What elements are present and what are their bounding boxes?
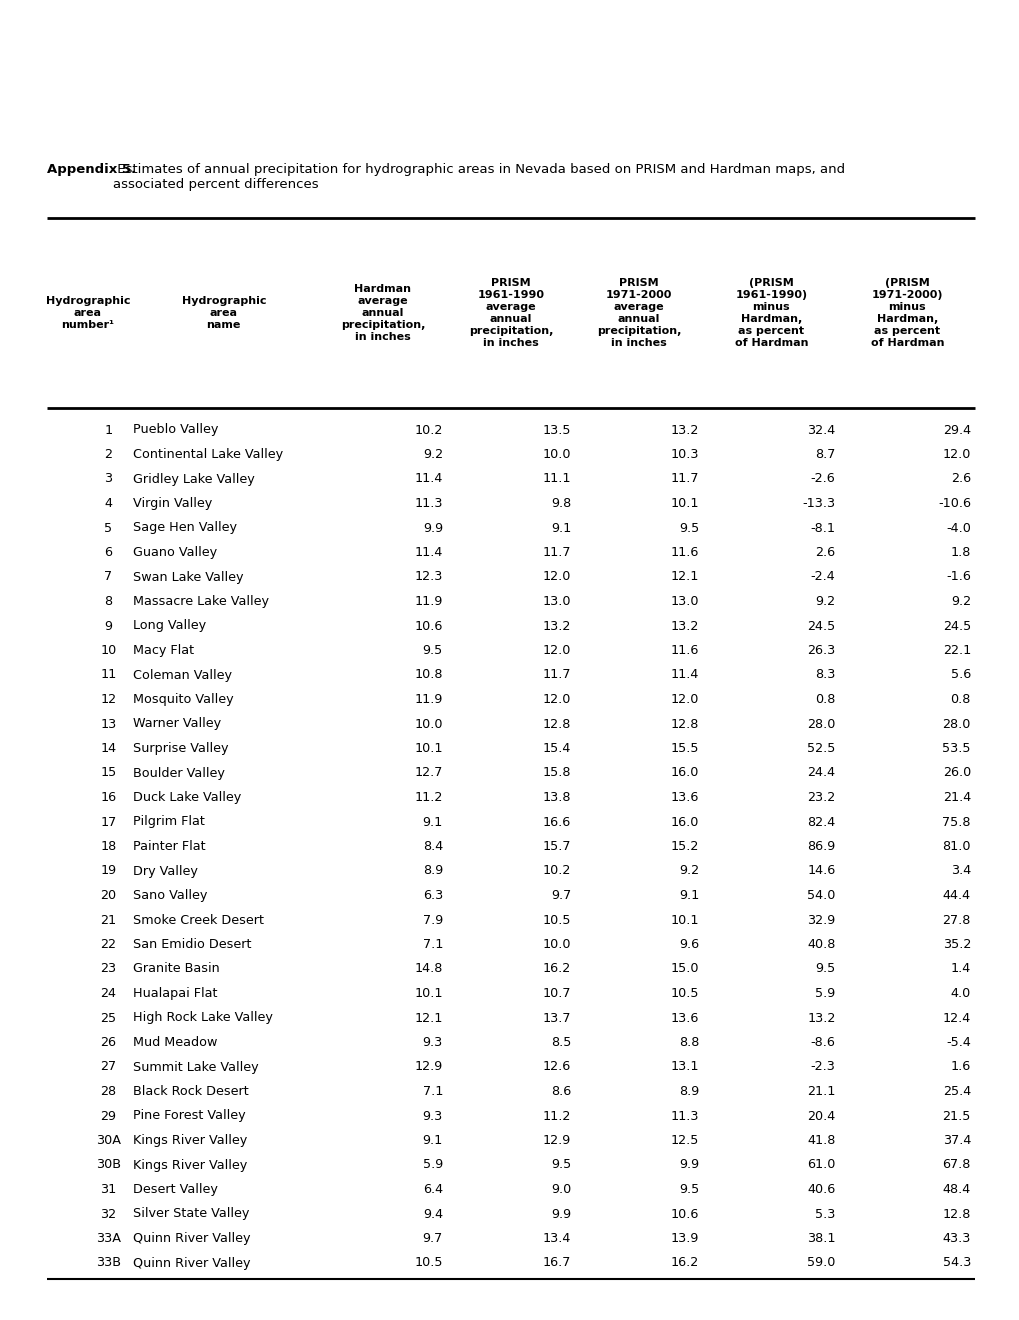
Text: 13.7: 13.7 (542, 1011, 571, 1024)
Text: 11.7: 11.7 (542, 668, 571, 681)
Text: 7.1: 7.1 (422, 1085, 442, 1098)
Text: 9.5: 9.5 (550, 1159, 571, 1172)
Text: 12.8: 12.8 (671, 718, 698, 730)
Text: 21.5: 21.5 (942, 1110, 970, 1122)
Text: -2.4: -2.4 (810, 570, 835, 583)
Text: Hualapai Flat: Hualapai Flat (132, 987, 217, 1001)
Text: 12.0: 12.0 (542, 693, 571, 706)
Text: 14.6: 14.6 (806, 865, 835, 878)
Text: 8.4: 8.4 (422, 840, 442, 853)
Text: 10.2: 10.2 (414, 424, 442, 437)
Text: Dry Valley: Dry Valley (132, 865, 198, 878)
Text: 10.0: 10.0 (542, 939, 571, 950)
Text: 11.1: 11.1 (542, 473, 571, 486)
Text: 24.4: 24.4 (807, 767, 835, 780)
Text: 10.1: 10.1 (414, 987, 442, 1001)
Text: 5: 5 (104, 521, 112, 535)
Text: 13.2: 13.2 (671, 619, 698, 632)
Text: 37.4: 37.4 (942, 1134, 970, 1147)
Text: 28.0: 28.0 (806, 718, 835, 730)
Text: 9.2: 9.2 (679, 865, 698, 878)
Text: 5.6: 5.6 (950, 668, 970, 681)
Text: 13: 13 (100, 718, 116, 730)
Text: Hardman
average
annual
precipitation,
in inches: Hardman average annual precipitation, in… (340, 284, 425, 342)
Text: 15.4: 15.4 (542, 742, 571, 755)
Text: 10.5: 10.5 (542, 913, 571, 927)
Text: 82.4: 82.4 (806, 816, 835, 829)
Text: 1: 1 (104, 424, 112, 437)
Text: 9.7: 9.7 (550, 888, 571, 902)
Text: 22: 22 (100, 939, 116, 950)
Text: 30A: 30A (96, 1134, 120, 1147)
Text: 9.4: 9.4 (423, 1208, 442, 1221)
Text: 6: 6 (104, 546, 112, 558)
Text: 2.6: 2.6 (814, 546, 835, 558)
Text: 22.1: 22.1 (942, 644, 970, 657)
Text: Summit Lake Valley: Summit Lake Valley (132, 1060, 258, 1073)
Text: 7: 7 (104, 570, 112, 583)
Text: 12.3: 12.3 (414, 570, 442, 583)
Text: 5.3: 5.3 (814, 1208, 835, 1221)
Text: 10.0: 10.0 (414, 718, 442, 730)
Text: Duck Lake Valley: Duck Lake Valley (132, 791, 240, 804)
Text: 12: 12 (100, 693, 116, 706)
Text: 6.3: 6.3 (422, 888, 442, 902)
Text: 20: 20 (100, 888, 116, 902)
Text: 21.1: 21.1 (806, 1085, 835, 1098)
Text: 48.4: 48.4 (942, 1183, 970, 1196)
Text: Boulder Valley: Boulder Valley (132, 767, 224, 780)
Text: 15.8: 15.8 (542, 767, 571, 780)
Text: 35.2: 35.2 (942, 939, 970, 950)
Text: 44.4: 44.4 (942, 888, 970, 902)
Text: 10.2: 10.2 (542, 865, 571, 878)
Text: Smoke Creek Desert: Smoke Creek Desert (132, 913, 263, 927)
Text: Continental Lake Valley: Continental Lake Valley (132, 447, 282, 461)
Text: 12.0: 12.0 (542, 570, 571, 583)
Text: Mosquito Valley: Mosquito Valley (132, 693, 233, 706)
Text: 23: 23 (100, 962, 116, 975)
Text: 3.4: 3.4 (950, 865, 970, 878)
Text: 13.6: 13.6 (671, 1011, 698, 1024)
Text: -8.1: -8.1 (810, 521, 835, 535)
Text: 15.2: 15.2 (671, 840, 698, 853)
Text: 16: 16 (100, 791, 116, 804)
Text: 25: 25 (100, 1011, 116, 1024)
Text: 29: 29 (100, 1110, 116, 1122)
Text: High Rock Lake Valley: High Rock Lake Valley (132, 1011, 272, 1024)
Text: 2: 2 (104, 447, 112, 461)
Text: Pilgrim Flat: Pilgrim Flat (132, 816, 205, 829)
Text: 13.5: 13.5 (542, 424, 571, 437)
Text: 11.4: 11.4 (414, 473, 442, 486)
Text: 59.0: 59.0 (806, 1257, 835, 1270)
Text: -10.6: -10.6 (937, 498, 970, 510)
Text: 12.1: 12.1 (671, 570, 698, 583)
Text: 26.3: 26.3 (806, 644, 835, 657)
Text: 12.9: 12.9 (542, 1134, 571, 1147)
Text: 23.2: 23.2 (806, 791, 835, 804)
Text: 27: 27 (100, 1060, 116, 1073)
Text: 8: 8 (104, 595, 112, 609)
Text: 0.8: 0.8 (950, 693, 970, 706)
Text: 13.8: 13.8 (542, 791, 571, 804)
Text: 16.6: 16.6 (542, 816, 571, 829)
Text: 8.6: 8.6 (550, 1085, 571, 1098)
Text: 10: 10 (100, 644, 116, 657)
Text: 15.0: 15.0 (669, 962, 698, 975)
Text: (PRISM
1961-1990)
minus
Hardman,
as percent
of Hardman: (PRISM 1961-1990) minus Hardman, as perc… (734, 279, 807, 348)
Text: 10.6: 10.6 (671, 1208, 698, 1221)
Text: 11.7: 11.7 (542, 546, 571, 558)
Text: 9.2: 9.2 (950, 595, 970, 609)
Text: 9.5: 9.5 (679, 1183, 698, 1196)
Text: 1.6: 1.6 (950, 1060, 970, 1073)
Text: 54.3: 54.3 (942, 1257, 970, 1270)
Text: Hydrographic
area
number¹: Hydrographic area number¹ (46, 296, 130, 330)
Text: 9.6: 9.6 (679, 939, 698, 950)
Text: 15: 15 (100, 767, 116, 780)
Text: 21: 21 (100, 913, 116, 927)
Text: 13.1: 13.1 (669, 1060, 698, 1073)
Text: 13.6: 13.6 (671, 791, 698, 804)
Text: -13.3: -13.3 (802, 498, 835, 510)
Text: 13.0: 13.0 (542, 595, 571, 609)
Text: 11: 11 (100, 668, 116, 681)
Text: 16.0: 16.0 (671, 767, 698, 780)
